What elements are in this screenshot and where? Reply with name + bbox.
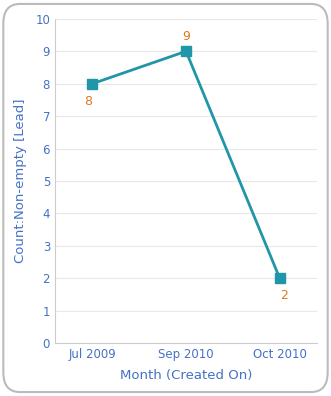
Text: 2: 2 [280,289,288,303]
Y-axis label: Count:Non-empty [Lead]: Count:Non-empty [Lead] [14,99,27,263]
X-axis label: Month (Created On): Month (Created On) [120,369,252,382]
Text: 9: 9 [182,30,190,43]
Text: 8: 8 [84,95,92,108]
